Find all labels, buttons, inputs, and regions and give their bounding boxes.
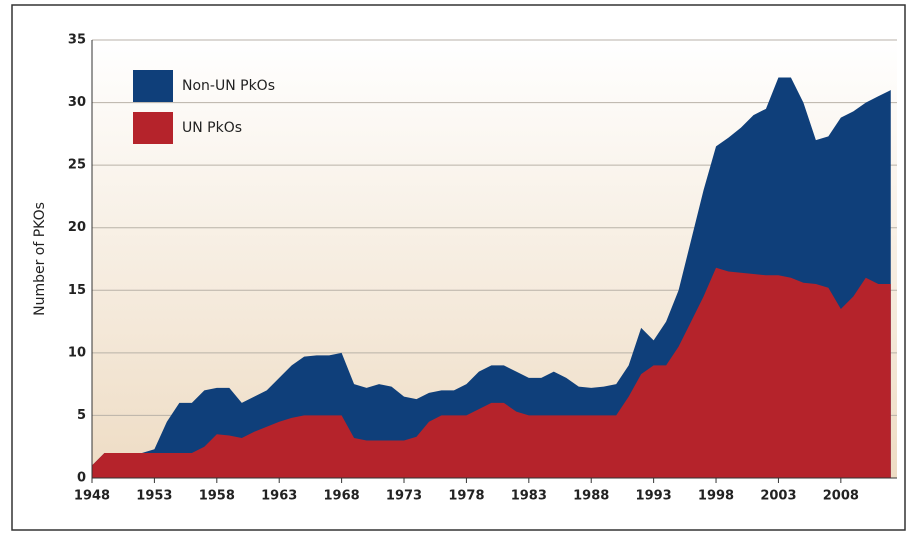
area xyxy=(92,267,891,478)
x-tick-label: 2003 xyxy=(760,489,796,504)
legend-label: Non-UN PkOs xyxy=(182,78,275,94)
y-tick-label: 0 xyxy=(77,471,86,486)
y-axis-label: Number of PKOs xyxy=(32,202,48,316)
x-tick-label: 1973 xyxy=(386,489,422,504)
x-tick-label: 1953 xyxy=(136,489,172,504)
legend-swatch xyxy=(133,70,173,102)
x-tick-label: 1988 xyxy=(573,489,609,504)
y-tick-label: 5 xyxy=(77,408,86,423)
y-tick-label: 10 xyxy=(68,345,86,360)
y-tick-label: 30 xyxy=(68,95,86,110)
y-tick-label: 25 xyxy=(68,158,86,173)
legend-swatch xyxy=(133,112,173,144)
legend-label: UN PkOs xyxy=(182,120,242,136)
x-tick-label: 1998 xyxy=(698,489,734,504)
x-tick-label: 1983 xyxy=(511,489,547,504)
x-tick-label: 1963 xyxy=(261,489,297,504)
frame xyxy=(11,4,906,531)
x-tick-label: 2008 xyxy=(823,489,859,504)
x-tick-label: 1958 xyxy=(199,489,235,504)
y-tick-label: 20 xyxy=(68,220,86,235)
x-tick-label: 1978 xyxy=(448,489,484,504)
x-tick-label: 1948 xyxy=(74,489,110,504)
y-tick-label: 15 xyxy=(68,283,86,298)
x-tick-label: 1993 xyxy=(636,489,672,504)
y-tick-label: 35 xyxy=(68,33,86,48)
x-tick-label: 1968 xyxy=(324,489,360,504)
